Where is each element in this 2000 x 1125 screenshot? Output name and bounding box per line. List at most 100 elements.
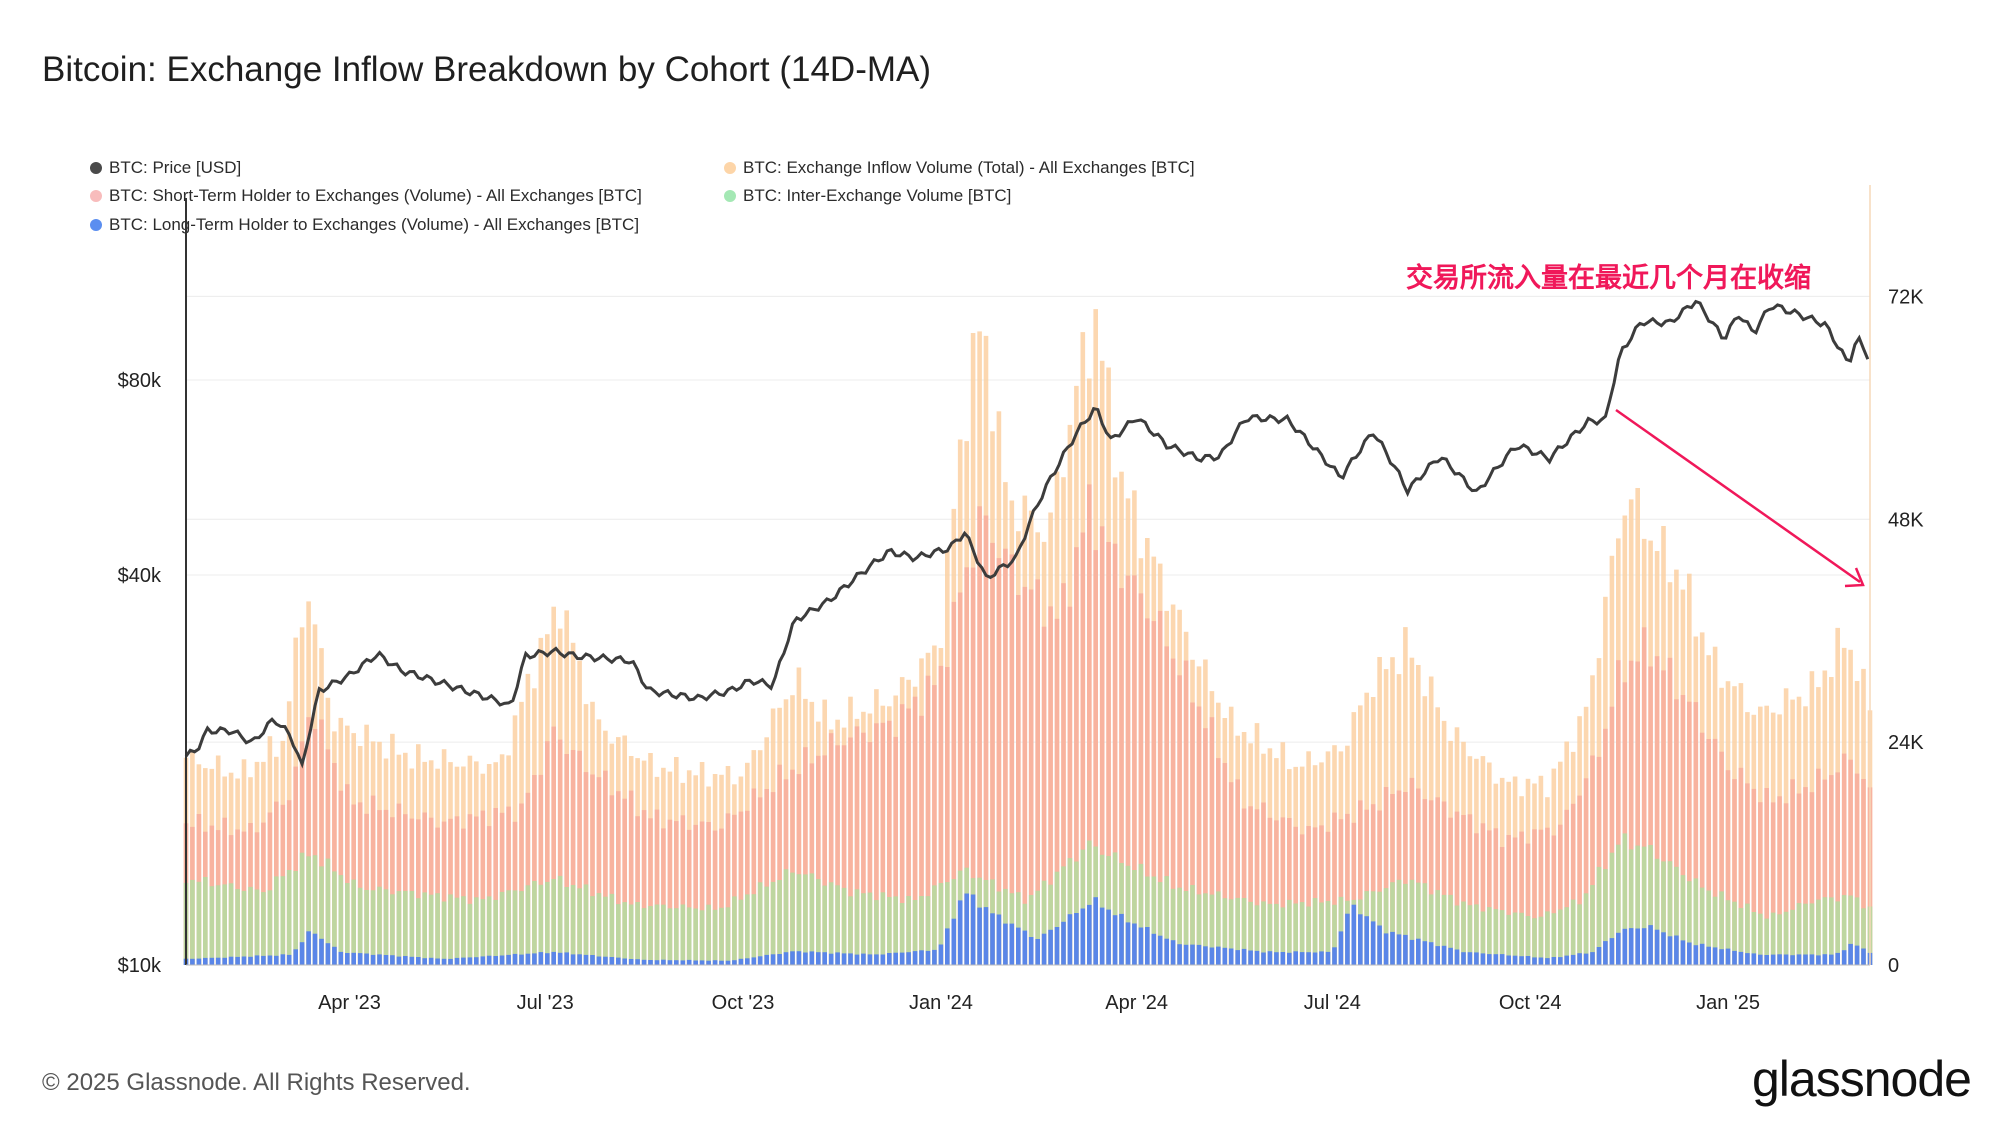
lth-bar xyxy=(738,958,744,965)
sth-bar xyxy=(1583,778,1589,965)
sth-bar xyxy=(1758,802,1763,965)
lth-bar xyxy=(557,952,563,965)
sth-bar xyxy=(1093,550,1098,965)
inter-exchange-bar xyxy=(467,903,473,965)
sth-bar xyxy=(1416,788,1421,965)
inter-exchange-bar xyxy=(1138,863,1144,965)
legend-item-price[interactable]: BTC: Price [USD] xyxy=(90,158,241,178)
lth-bar xyxy=(1506,955,1511,965)
lth-bar xyxy=(480,956,486,965)
inter-exchange-bar xyxy=(1835,901,1840,965)
lth-bar xyxy=(1222,947,1228,965)
lth-bar xyxy=(1577,953,1582,965)
inter-exchange-bar xyxy=(1132,870,1137,965)
inter-exchange-bar xyxy=(861,893,866,965)
lth-bar xyxy=(370,954,376,965)
inter-exchange-bar xyxy=(1080,849,1086,965)
inter-exchange-bar xyxy=(1783,911,1789,965)
legend-item-total-inflow[interactable]: BTC: Exchange Inflow Volume (Total) - Al… xyxy=(724,158,1195,178)
sth-bar xyxy=(1725,770,1731,965)
inter-exchange-bar xyxy=(222,884,227,965)
inter-exchange-bar xyxy=(693,908,698,965)
inter-exchange-bar xyxy=(1287,899,1292,965)
inter-exchange-bar xyxy=(1164,876,1169,965)
legend-item-lth[interactable]: BTC: Long-Term Holder to Exchanges (Volu… xyxy=(90,215,639,235)
sth-bar xyxy=(667,819,673,965)
inter-exchange-bar xyxy=(1028,895,1034,965)
lth-bar xyxy=(964,893,969,965)
sth-bar xyxy=(1525,843,1531,965)
lth-bar xyxy=(854,954,860,965)
lth-bar xyxy=(1545,958,1550,965)
legend-dot-icon xyxy=(90,162,102,174)
brand-logo: glassnode xyxy=(1752,1051,1972,1107)
y-left-tick-label: $80k xyxy=(118,370,162,392)
lth-bar xyxy=(1009,923,1015,965)
inter-exchange-bar xyxy=(1493,909,1499,965)
sth-bar xyxy=(596,777,602,965)
inter-exchange-bar xyxy=(551,879,556,965)
inter-exchange-bar xyxy=(1648,845,1653,965)
lth-bar xyxy=(680,960,686,965)
sth-bar xyxy=(1693,702,1699,965)
lth-bar xyxy=(1377,925,1382,965)
sth-bar xyxy=(364,813,369,965)
inter-exchange-bar xyxy=(1338,896,1344,965)
sth-bar xyxy=(293,766,298,965)
inter-exchange-bar xyxy=(1816,899,1821,965)
lth-bar xyxy=(777,954,782,965)
sth-bar xyxy=(454,816,460,965)
lth-bar xyxy=(912,951,918,965)
sth-bar xyxy=(1254,809,1260,965)
lth-bar xyxy=(1725,948,1731,965)
sth-bar xyxy=(1854,773,1860,965)
inter-exchange-bar xyxy=(1041,880,1047,965)
sth-bar xyxy=(325,749,331,965)
inter-exchange-bar xyxy=(474,897,479,965)
inter-exchange-bar xyxy=(932,885,937,965)
inter-exchange-bar xyxy=(583,884,589,965)
inter-exchange-bar xyxy=(538,884,544,965)
lth-bar xyxy=(583,954,589,965)
legend-dot-icon xyxy=(724,162,736,174)
legend-item-inter-exchange[interactable]: BTC: Inter-Exchange Volume [BTC] xyxy=(724,186,1011,206)
lth-bar xyxy=(990,913,995,965)
inter-exchange-bar xyxy=(235,889,240,965)
lth-bar xyxy=(1280,952,1286,965)
lth-bar xyxy=(1067,914,1073,965)
lth-bar xyxy=(1525,956,1531,965)
y-left-tick-label: $10k xyxy=(118,955,162,977)
sth-bar xyxy=(1435,797,1440,965)
legend-item-sth[interactable]: BTC: Short-Term Holder to Exchanges (Vol… xyxy=(90,186,642,206)
sth-bar xyxy=(1551,835,1557,965)
lth-bar xyxy=(319,938,324,965)
lth-bar xyxy=(1087,904,1092,965)
inter-exchange-bar xyxy=(1499,910,1505,965)
lth-bar xyxy=(1654,929,1660,965)
lth-bar xyxy=(983,907,989,965)
inter-exchange-bar xyxy=(364,890,369,965)
sth-bar xyxy=(1145,618,1150,965)
sth-bar xyxy=(828,733,834,965)
sth-bar xyxy=(770,792,776,965)
sth-bar xyxy=(1461,815,1466,965)
sth-bar xyxy=(1235,779,1240,965)
x-tick-label: Jan '25 xyxy=(1696,992,1760,1014)
inter-exchange-bar xyxy=(215,885,221,965)
lth-bar xyxy=(254,955,260,965)
lth-bar xyxy=(796,951,802,965)
sth-bar xyxy=(661,828,666,965)
sth-bar xyxy=(1061,583,1066,965)
sth-bar xyxy=(867,742,873,965)
sth-bar xyxy=(1667,657,1673,965)
sth-bar xyxy=(996,558,1002,965)
lth-bar xyxy=(1099,907,1105,965)
sth-bar xyxy=(1499,847,1505,965)
inter-exchange-bar xyxy=(1777,914,1782,965)
lth-bar xyxy=(190,958,195,965)
inter-exchange-bar xyxy=(370,890,376,965)
lth-bar xyxy=(364,953,369,965)
inter-exchange-bar xyxy=(267,890,273,965)
sth-bar xyxy=(1841,753,1847,965)
y-left-tick-label: $40k xyxy=(118,565,162,587)
